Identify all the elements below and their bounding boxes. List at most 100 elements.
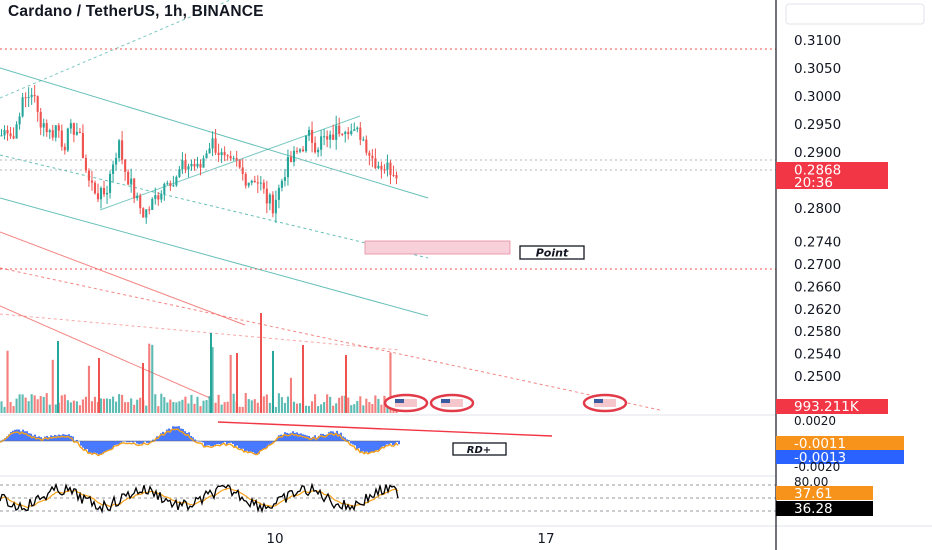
macd-hist-bar xyxy=(126,441,128,443)
volume-bar xyxy=(0,401,3,413)
macd-hist-bar xyxy=(240,441,242,449)
rd-label-box[interactable] xyxy=(452,442,507,456)
volume-bar xyxy=(187,403,190,413)
volume-bar xyxy=(151,344,154,413)
candle-body xyxy=(298,149,302,152)
scale-settings-button[interactable] xyxy=(785,3,925,25)
volume-spike xyxy=(57,341,59,413)
volume-bar xyxy=(350,405,353,413)
volume-spike xyxy=(236,353,238,413)
macd-hist-bar xyxy=(394,441,396,445)
macd-hist-bar xyxy=(94,441,96,453)
macd-hist-bar xyxy=(254,441,256,454)
channel-bottom-line[interactable] xyxy=(0,197,429,317)
macd-hist-bar xyxy=(60,435,62,441)
macd-hist-bar xyxy=(170,429,172,441)
volume-bar xyxy=(292,401,296,413)
candle-body xyxy=(283,177,286,181)
macd-hist-bar xyxy=(84,441,86,450)
price-tick: 0.2620 xyxy=(794,302,841,318)
red-trend-upper[interactable] xyxy=(0,231,246,326)
time-tick-10: 10 xyxy=(266,531,283,547)
volume-bar xyxy=(338,397,341,413)
us-flag-icon[interactable] xyxy=(582,393,628,413)
candle-body xyxy=(214,138,217,153)
support-line[interactable] xyxy=(99,115,361,211)
macd-hist-bar xyxy=(62,434,64,441)
red-trend-lower[interactable] xyxy=(0,305,211,399)
candle-body xyxy=(359,127,362,140)
volume-bar xyxy=(307,405,311,413)
volume-bar xyxy=(108,399,112,413)
macd-hist-bar xyxy=(332,431,334,441)
macd-hist-bar xyxy=(22,429,24,441)
price-scale[interactable]: 0.3100 0.3050 0.3000 0.2950 0.2900 0.2800 0.27… xyxy=(794,33,841,385)
candle-body xyxy=(338,125,341,134)
drawing-tools[interactable]: Point xyxy=(0,0,776,411)
macd-hist-bar xyxy=(258,441,260,454)
us-flag-icon[interactable] xyxy=(383,393,429,413)
macd-hist-bar xyxy=(236,441,238,446)
volume-bar xyxy=(15,398,18,413)
channel-mid-dashed[interactable] xyxy=(0,154,429,259)
rsi-ma-value: 37.61 xyxy=(794,486,833,502)
candle-body xyxy=(356,127,359,130)
red-trend-faint[interactable] xyxy=(0,313,401,351)
macd-hist-bar xyxy=(266,441,268,448)
volume-bar xyxy=(75,401,78,413)
volume-bar xyxy=(211,347,214,413)
rsi-value: 36.28 xyxy=(794,501,833,517)
macd-hist-bar xyxy=(218,441,220,445)
volume-bar xyxy=(283,402,286,413)
macd-trendline[interactable] xyxy=(217,421,553,437)
macd-hist-bar xyxy=(296,432,298,441)
red-trend-dashed[interactable] xyxy=(0,267,661,411)
macd-hist-bar xyxy=(164,432,166,441)
rsi-ma-line xyxy=(0,487,399,509)
macd-hist-bar xyxy=(76,440,78,441)
price-tick: 0.2800 xyxy=(794,201,841,217)
candle-body xyxy=(48,130,51,133)
macd-hist-bar xyxy=(108,441,110,450)
price-tick: 0.2700 xyxy=(794,257,841,273)
macd-hist-bar xyxy=(358,441,360,449)
point-zone[interactable] xyxy=(364,240,511,255)
volume-spike xyxy=(142,363,144,413)
symbol-title[interactable]: Cardano / TetherUS, 1h, BINANCE xyxy=(8,3,264,20)
macd-hist-bar xyxy=(378,441,380,451)
macd-hist-bar xyxy=(336,430,338,441)
macd-hist-bar xyxy=(112,441,114,449)
volume-bar xyxy=(289,377,293,413)
point-label-box[interactable] xyxy=(519,245,585,260)
candle-body xyxy=(99,187,103,200)
macd-hist-bar xyxy=(28,433,30,441)
candle-body xyxy=(301,149,305,152)
macd-hist-bar xyxy=(292,431,294,441)
price-tick: 0.2540 xyxy=(794,347,841,363)
volume-bar xyxy=(6,350,9,413)
volume-bar xyxy=(96,402,100,413)
channel-top-line[interactable] xyxy=(0,67,429,199)
candle-body xyxy=(202,158,205,168)
candle-body xyxy=(63,146,66,151)
rsi-pane xyxy=(0,482,399,514)
volume-bar xyxy=(45,393,48,413)
us-flag-icon[interactable] xyxy=(429,393,475,413)
macd-hist-bar xyxy=(328,432,330,441)
macd-signal-value: -0.0011 xyxy=(794,436,846,452)
volume-bar xyxy=(130,398,133,413)
macd-hist-bar xyxy=(284,432,286,441)
candle-body xyxy=(223,152,226,156)
volume-bar xyxy=(21,394,24,413)
macd-hist-bar xyxy=(178,426,180,441)
volume-bar xyxy=(353,404,356,413)
volume-bar xyxy=(48,404,51,413)
macd-hist-bar xyxy=(330,431,332,441)
price-tick: 0.2740 xyxy=(794,235,841,251)
macd-hist-bar xyxy=(390,441,392,444)
volume-bar xyxy=(295,403,299,413)
macd-hist-bar xyxy=(290,432,292,441)
event-markers[interactable] xyxy=(383,393,628,413)
volume-bar xyxy=(184,396,187,413)
